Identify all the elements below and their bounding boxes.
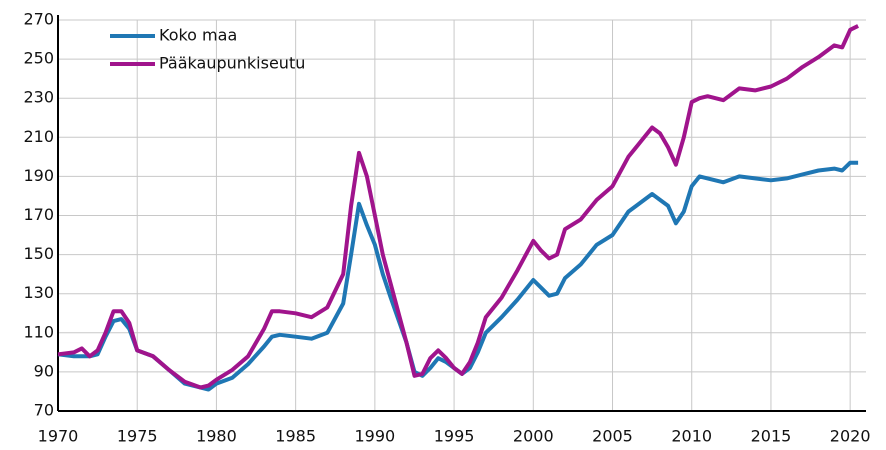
legend-label: Koko maa [159,26,237,45]
y-tick-label: 130 [23,283,54,302]
x-tick-label: 2015 [751,427,792,446]
x-tick-label: 1980 [196,427,237,446]
x-tick-label: 1995 [434,427,475,446]
x-tick-label: 1975 [117,427,158,446]
x-tick-label: 2000 [513,427,554,446]
x-tick-label: 2005 [592,427,633,446]
x-tick-label: 2020 [830,427,871,446]
y-tick-label: 110 [23,322,54,341]
x-tick-label: 1990 [355,427,396,446]
y-tick-label: 230 [23,88,54,107]
legend-label: Pääkaupunkiseutu [159,54,305,73]
y-tick-label: 70 [34,401,54,420]
y-tick-label: 190 [23,166,54,185]
y-tick-label: 250 [23,49,54,68]
x-tick-label: 1970 [38,427,79,446]
y-tick-label: 90 [34,361,54,380]
series-line [57,160,859,392]
y-tick-label: 170 [23,205,54,224]
x-tick-label: 2010 [671,427,712,446]
y-tick-label: 270 [23,10,54,29]
series-line [57,24,859,390]
y-tick-label: 150 [23,244,54,263]
x-tick-label: 1985 [275,427,316,446]
y-tick-label: 210 [23,127,54,146]
